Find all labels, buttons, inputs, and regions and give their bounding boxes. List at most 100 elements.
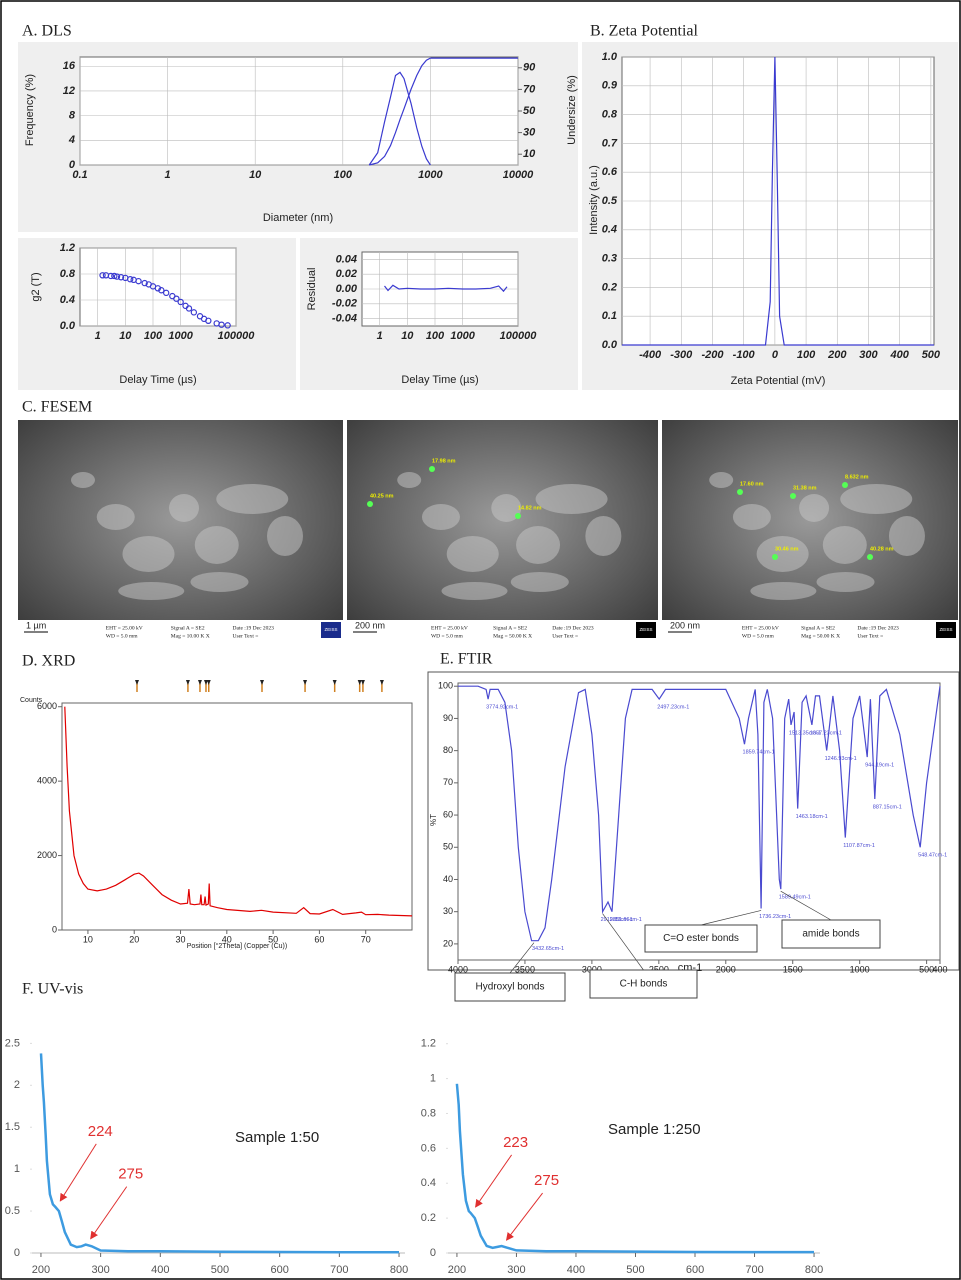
x-tick-label: 700 [330,1264,348,1276]
measure-label: 14.82 nm [518,505,542,511]
y-tick-label: 50 [443,842,453,852]
y-tick-label: 20 [443,938,453,948]
data-point [224,322,231,329]
peak-label: 2497.23cm-1 [657,705,689,711]
y-tick-label: 0.5 [5,1205,20,1217]
panel-heading: C. FESEM [22,399,92,416]
x-tick-label: 500 [919,964,934,974]
x-tick-label: 1500 [783,964,803,974]
x-tick-label: 3500 [515,964,535,974]
info-eht: EHT = 25.00 kV [106,625,143,631]
measure-dot [367,501,373,507]
x-tick-label: 300 [507,1264,525,1276]
y-axis-label: %T [429,814,438,826]
info-wd: WD = 5.0 mm [106,633,139,639]
peak-label: 1107.87cm-1 [843,843,875,849]
data-point [173,295,180,302]
panel-heading: B. Zeta Potential [590,23,699,40]
data-point [99,272,106,279]
x-tick-label: 400 [567,1264,585,1276]
x-tick-label: 400 [890,349,910,361]
panel-heading: A. DLS [22,23,72,40]
data-line [368,71,431,166]
data-line [64,706,413,917]
sem-feature [267,516,303,556]
y-tick-label: 30 [443,906,453,916]
y-tick-label: 80 [443,745,453,755]
y-tick-label: 2.5 [5,1037,20,1049]
x-tick-label: -400 [639,349,662,361]
logo: ZEISS [639,627,652,632]
annotation-arrow [780,890,832,921]
x-tick-label: 3000 [582,964,602,974]
y-axis-label: g2 (T) [30,272,42,301]
info-mag: Mag = 50.00 K X [493,633,532,639]
sem-feature [732,504,771,530]
sem-feature [118,582,185,600]
data-line [622,56,934,346]
info-signal: Signal A = SE2 [493,625,527,631]
y-tick-label: 0.5 [602,195,618,207]
y-tick-label: 40 [443,874,453,884]
x-tick-label: 200 [827,349,847,361]
peak-label: 2851.66cm-1 [610,917,642,923]
sem-feature [888,516,925,556]
data-line [39,1053,399,1254]
x-tick-label: 1 [377,330,383,342]
x-tick-label: 100 [334,169,353,181]
x-tick-label: 300 [91,1264,109,1276]
measure-dot [842,482,848,488]
logo: ZEISS [939,627,952,632]
annotation-box [454,972,566,1002]
x-tick-label: 4000 [448,964,468,974]
x-tick-label: 1000 [850,964,870,974]
x-tick-label: 200 [32,1264,50,1276]
sem-feature [446,536,499,572]
y-tick-label: -0.04 [332,313,357,325]
sem-feature [585,516,622,556]
annotation-box [589,969,698,999]
annotation-box [781,919,881,949]
x-tick-label: 20 [129,934,139,944]
info-mag: Mag = 50.00 K X [801,633,840,639]
data-point [177,298,184,306]
y-tick-label: 0.2 [421,1212,436,1224]
x-tick-label: 60 [314,934,324,944]
x-tick-label: 500 [211,1264,229,1276]
panel-heading: D. XRD [22,653,75,670]
sem-feature [96,504,135,530]
scale-label: 200 nm [355,620,385,630]
annotation-arrow [505,1192,543,1241]
x-tick-label: 500 [922,349,941,361]
x-tick-label: 30 [176,934,186,944]
sem-feature [190,572,249,592]
plot-area [79,247,237,327]
y-tick-label: 1.5 [5,1121,20,1133]
x-tick-label: 100000 [500,330,538,342]
info-strip [347,620,658,640]
sem-feature [441,582,508,600]
x-axis-label: Zeta Potential (mV) [731,375,826,387]
info-eht: EHT = 25.00 kV [742,625,779,631]
y-tick-label: 0.2 [602,281,617,293]
peak-label: 1859.74cm-1 [743,750,775,756]
info-user: User Text = [233,633,259,639]
y-tick-label: 0.0 [60,320,76,332]
x-tick-label: 0 [772,349,779,361]
measure-dot [515,513,521,519]
data-line [455,1083,814,1254]
info-date: Date :19 Dec 2023 [233,625,275,631]
measure-label: 30.46 nm [775,546,799,552]
logo: ZEISS [324,627,337,632]
y-tick-label: 0.0 [602,339,618,351]
x-tick-label: 400 [151,1264,169,1276]
x-tick-label: 10000 [503,169,534,181]
x-tick-label: 1 [95,330,101,342]
y-tick-label: 12 [63,85,75,97]
sem-feature [169,494,199,522]
annotation-label: 223 [503,1134,528,1151]
sem-feature [709,472,734,488]
y-tick-label: 4000 [37,776,57,786]
measure-dot [772,554,778,560]
